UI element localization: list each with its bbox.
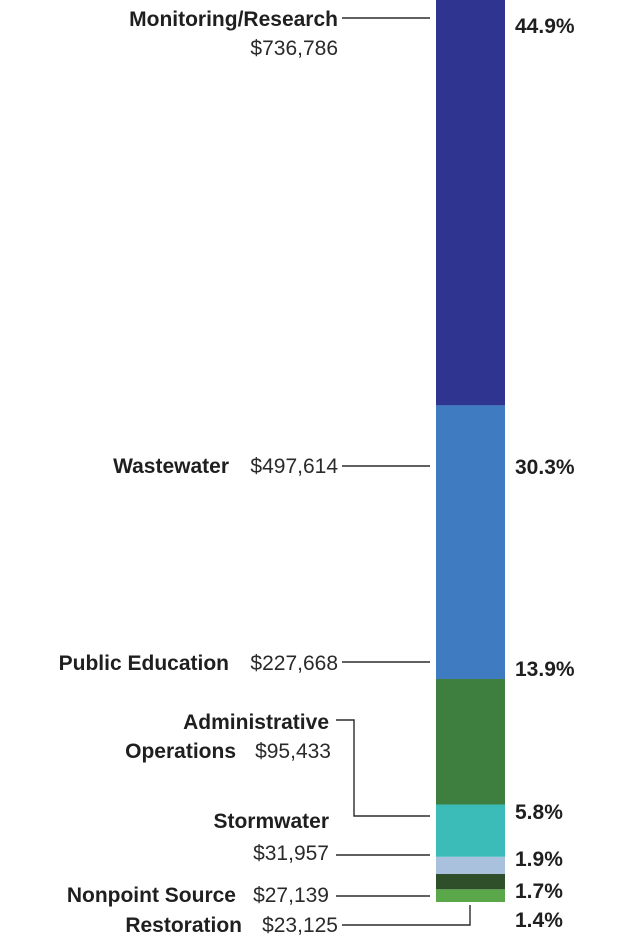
category-label-nonpoint-source: Nonpoint Source: [67, 884, 236, 907]
bar-segment-monitoring-research: [436, 0, 505, 406]
bar-segment-restoration: [436, 889, 505, 902]
amount-label-administrative-operations: $95,433: [255, 740, 331, 763]
percent-label-monitoring-research: 44.9%: [515, 15, 575, 38]
bar-segment-stormwater: [436, 856, 505, 875]
percent-label-public-education: 13.9%: [515, 658, 575, 681]
category-label-wastewater: Wastewater: [113, 455, 229, 478]
percent-label-restoration: 1.4%: [515, 909, 563, 932]
amount-label-monitoring-research: $736,786: [250, 37, 338, 60]
bar-segments: [436, 0, 505, 902]
category-label-administrative-line2: Operations: [125, 740, 236, 763]
category-labels: Monitoring/Research $736,786 $497,614 Wa…: [59, 8, 339, 937]
percent-label-administrative-operations: 5.8%: [515, 801, 563, 824]
leader-line-restoration: [342, 905, 471, 926]
percent-label-wastewater: 30.3%: [515, 456, 575, 479]
amount-label-restoration: $23,125: [262, 914, 338, 937]
category-label-restoration: Restoration: [125, 914, 242, 937]
percent-label-nonpoint-source: 1.7%: [515, 880, 563, 903]
amount-label-wastewater: $497,614: [250, 455, 338, 478]
amount-label-stormwater: $31,957: [253, 842, 329, 865]
leader-line-administrative-operations: [336, 719, 430, 817]
leader-lines: [336, 17, 471, 926]
bar-segment-administrative-operations: [436, 804, 505, 857]
category-label-monitoring-research: Monitoring/Research: [129, 8, 338, 31]
bar-segment-nonpoint-source: [436, 874, 505, 890]
bar-segment-public-education: [436, 678, 505, 805]
category-label-stormwater: Stormwater: [213, 810, 329, 833]
category-label-administrative-line1: Administrative: [183, 711, 329, 734]
category-label-public-education: Public Education: [59, 652, 229, 675]
amount-label-public-education: $227,668: [250, 652, 338, 675]
amount-label-nonpoint-source: $27,139: [253, 884, 329, 907]
bar-segment-wastewater: [436, 405, 505, 679]
percent-labels: 44.9% 30.3% 13.9% 5.8% 1.9% 1.7% 1.4%: [515, 15, 575, 932]
percent-label-stormwater: 1.9%: [515, 848, 563, 871]
